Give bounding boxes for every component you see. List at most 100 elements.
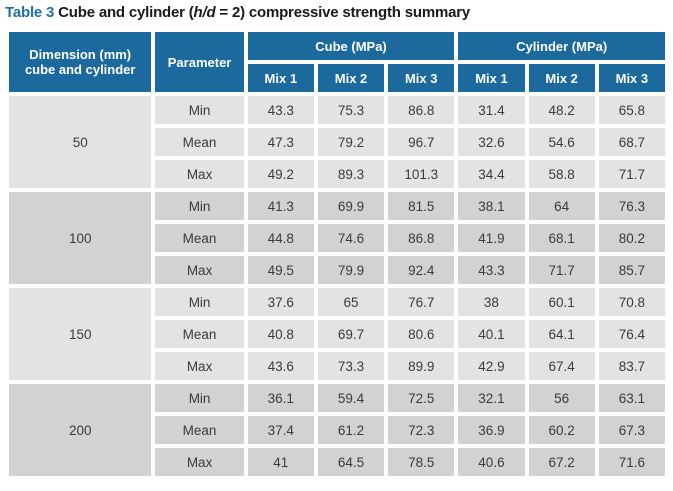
value-cell: 67.3 bbox=[598, 416, 665, 444]
value-cell: 40.8 bbox=[247, 320, 314, 348]
value-cell: 40.1 bbox=[458, 320, 525, 348]
header-cube-group: Cube (MPa) bbox=[247, 32, 455, 60]
value-cell: 78.5 bbox=[388, 448, 455, 476]
value-cell: 49.2 bbox=[247, 160, 314, 188]
parameter-cell: Max bbox=[155, 160, 244, 188]
table-row: Mean 44.8 74.6 86.8 41.9 68.1 80.2 bbox=[9, 224, 665, 252]
compressive-strength-table: Dimension (mm) cube and cylinder Paramet… bbox=[5, 28, 669, 480]
value-cell: 67.4 bbox=[528, 352, 595, 380]
dimension-cell: 200 bbox=[9, 384, 152, 476]
value-cell: 80.6 bbox=[388, 320, 455, 348]
value-cell: 43.6 bbox=[247, 352, 314, 380]
value-cell: 79.2 bbox=[317, 128, 385, 156]
header-dimension-line2: cube and cylinder bbox=[24, 62, 136, 77]
header-cylinder-mix3: Mix 3 bbox=[598, 64, 665, 92]
parameter-cell: Max bbox=[155, 448, 244, 476]
value-cell: 43.3 bbox=[458, 256, 525, 284]
value-cell: 71.7 bbox=[598, 160, 665, 188]
value-cell: 74.6 bbox=[317, 224, 385, 252]
table-row: Max 43.6 73.3 89.9 42.9 67.4 83.7 bbox=[9, 352, 665, 380]
value-cell: 54.6 bbox=[528, 128, 595, 156]
value-cell: 41.9 bbox=[458, 224, 525, 252]
header-parameter: Parameter bbox=[155, 32, 244, 92]
value-cell: 69.9 bbox=[317, 192, 385, 220]
parameter-cell: Min bbox=[155, 96, 244, 124]
table-caption-label: Table 3 bbox=[5, 4, 55, 21]
value-cell: 64.5 bbox=[317, 448, 385, 476]
value-cell: 80.2 bbox=[598, 224, 665, 252]
table-row: Max 41 64.5 78.5 40.6 67.2 71.6 bbox=[9, 448, 665, 476]
value-cell: 64 bbox=[528, 192, 595, 220]
value-cell: 83.7 bbox=[598, 352, 665, 380]
value-cell: 32.1 bbox=[458, 384, 525, 412]
parameter-cell: Max bbox=[155, 256, 244, 284]
value-cell: 76.4 bbox=[598, 320, 665, 348]
value-cell: 63.1 bbox=[598, 384, 665, 412]
value-cell: 37.6 bbox=[247, 288, 314, 316]
header-cylinder-mix1: Mix 1 bbox=[458, 64, 525, 92]
value-cell: 37.4 bbox=[247, 416, 314, 444]
value-cell: 85.7 bbox=[598, 256, 665, 284]
value-cell: 41.3 bbox=[247, 192, 314, 220]
value-cell: 43.3 bbox=[247, 96, 314, 124]
header-cube-mix2: Mix 2 bbox=[317, 64, 385, 92]
value-cell: 89.9 bbox=[388, 352, 455, 380]
value-cell: 38.1 bbox=[458, 192, 525, 220]
value-cell: 56 bbox=[528, 384, 595, 412]
value-cell: 60.2 bbox=[528, 416, 595, 444]
value-cell: 71.6 bbox=[598, 448, 665, 476]
value-cell: 47.3 bbox=[247, 128, 314, 156]
value-cell: 65 bbox=[317, 288, 385, 316]
header-cube-mix1: Mix 1 bbox=[247, 64, 314, 92]
table-caption-text-pre: Cube and cylinder ( bbox=[54, 4, 194, 21]
value-cell: 75.3 bbox=[317, 96, 385, 124]
value-cell: 68.1 bbox=[528, 224, 595, 252]
header-cube-mix3: Mix 3 bbox=[388, 64, 455, 92]
value-cell: 42.9 bbox=[458, 352, 525, 380]
table-row: Mean 40.8 69.7 80.6 40.1 64.1 76.4 bbox=[9, 320, 665, 348]
parameter-cell: Max bbox=[155, 352, 244, 380]
parameter-cell: Mean bbox=[155, 128, 244, 156]
table-row: Max 49.5 79.9 92.4 43.3 71.7 85.7 bbox=[9, 256, 665, 284]
value-cell: 58.8 bbox=[528, 160, 595, 188]
value-cell: 69.7 bbox=[317, 320, 385, 348]
value-cell: 36.1 bbox=[247, 384, 314, 412]
table-row: 150 Min 37.6 65 76.7 38 60.1 70.8 bbox=[9, 288, 665, 380]
value-cell: 67.2 bbox=[528, 448, 595, 476]
table-caption: Table 3 Cube and cylinder (h/d = 2) comp… bbox=[5, 3, 669, 23]
value-cell: 36.9 bbox=[458, 416, 525, 444]
value-cell: 89.3 bbox=[317, 160, 385, 188]
value-cell: 86.8 bbox=[388, 224, 455, 252]
value-cell: 71.7 bbox=[528, 256, 595, 284]
header-cylinder-mix2: Mix 2 bbox=[528, 64, 595, 92]
table-row: Max 49.2 89.3 101.3 34.4 58.8 71.7 bbox=[9, 160, 665, 188]
value-cell: 60.1 bbox=[528, 288, 595, 316]
table-row: 50 Min 43.3 75.3 86.8 31.4 48.2 65.8 bbox=[9, 96, 665, 188]
value-cell: 48.2 bbox=[528, 96, 595, 124]
value-cell: 79.9 bbox=[317, 256, 385, 284]
value-cell: 76.7 bbox=[388, 288, 455, 316]
value-cell: 41 bbox=[247, 448, 314, 476]
value-cell: 32.6 bbox=[458, 128, 525, 156]
value-cell: 101.3 bbox=[388, 160, 455, 188]
table-caption-hd-ratio: h/d bbox=[193, 4, 216, 21]
value-cell: 34.4 bbox=[458, 160, 525, 188]
value-cell: 70.8 bbox=[598, 288, 665, 316]
table-row: 200 Min 36.1 59.4 72.5 32.1 56 63.1 bbox=[9, 384, 665, 476]
value-cell: 86.8 bbox=[388, 96, 455, 124]
value-cell: 68.7 bbox=[598, 128, 665, 156]
value-cell: 81.5 bbox=[388, 192, 455, 220]
header-cylinder-group: Cylinder (MPa) bbox=[458, 32, 665, 60]
table-row: Mean 37.4 61.2 72.3 36.9 60.2 67.3 bbox=[9, 416, 665, 444]
dimension-cell: 50 bbox=[9, 96, 152, 188]
value-cell: 59.4 bbox=[317, 384, 385, 412]
parameter-cell: Min bbox=[155, 288, 244, 316]
value-cell: 31.4 bbox=[458, 96, 525, 124]
value-cell: 38 bbox=[458, 288, 525, 316]
value-cell: 64.1 bbox=[528, 320, 595, 348]
table-row: Mean 47.3 79.2 96.7 32.6 54.6 68.7 bbox=[9, 128, 665, 156]
page: Table 3 Cube and cylinder (h/d = 2) comp… bbox=[5, 3, 669, 480]
value-cell: 49.5 bbox=[247, 256, 314, 284]
value-cell: 76.3 bbox=[598, 192, 665, 220]
value-cell: 65.8 bbox=[598, 96, 665, 124]
